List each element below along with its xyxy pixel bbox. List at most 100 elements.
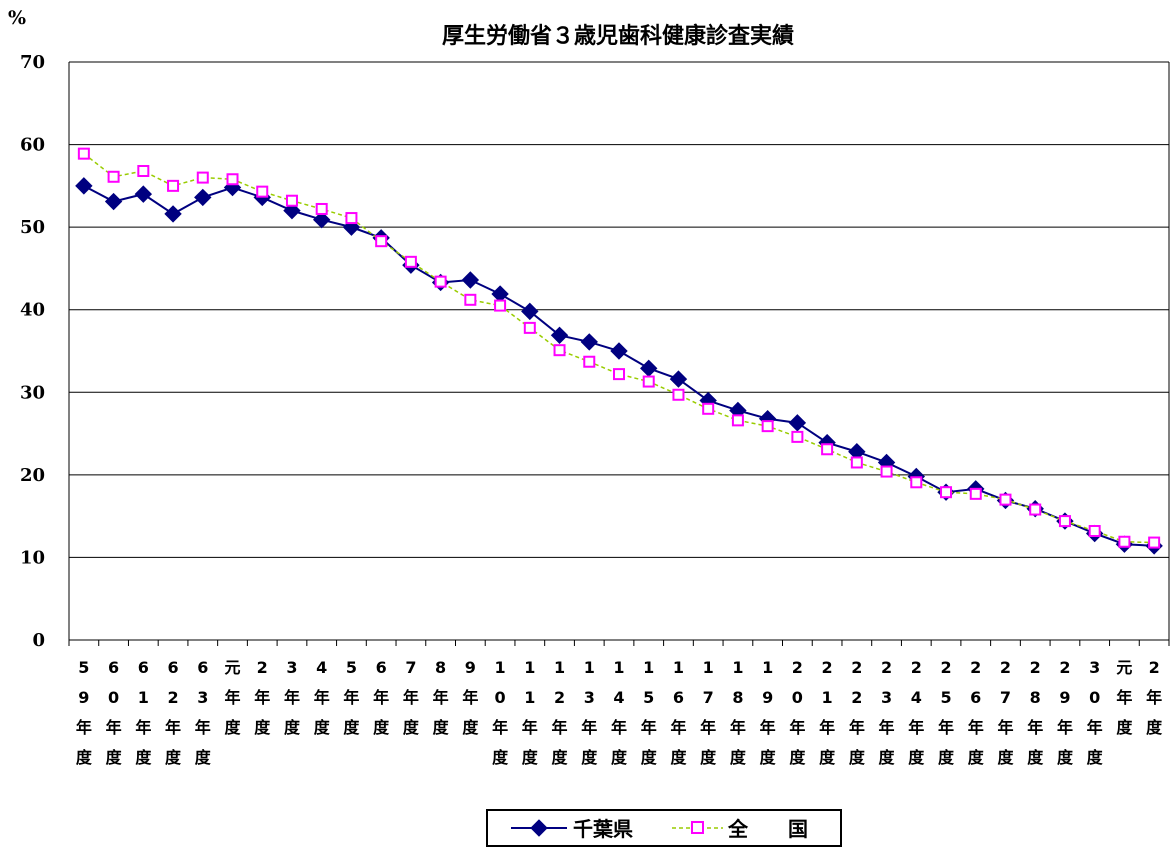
- series-0-point: [550, 326, 569, 345]
- y-axis: 0 10 20 30 40 50 60 70: [20, 52, 1170, 651]
- series-0-point: [104, 192, 123, 211]
- series-1-point: [345, 212, 358, 225]
- series-1-point: [285, 194, 298, 207]
- series-1-point: [1148, 536, 1161, 549]
- x-tick-label: 2 年度: [254, 658, 271, 737]
- x-tick-label: 1 0 年度: [492, 658, 509, 767]
- series-0-point: [521, 302, 539, 321]
- y-tick-label: 0: [32, 630, 45, 651]
- x-tick-label: 2 8 年度: [1027, 658, 1044, 767]
- series-1-point: [404, 255, 417, 268]
- x-tick-label: 3 年度: [284, 658, 301, 737]
- series-1-point: [1118, 535, 1131, 548]
- x-tick-label: 2 3 年度: [879, 658, 896, 767]
- x-tick-label: 2 1 年度: [819, 658, 836, 767]
- y-unit-label: %: [8, 7, 26, 29]
- series-1-point: [1088, 525, 1101, 538]
- series-1-point: [167, 179, 180, 192]
- series-layer: [75, 147, 1163, 555]
- x-tick-label: 6 1 年度: [135, 658, 152, 767]
- y-tick-label: 60: [20, 135, 45, 156]
- y-tick-label: 40: [20, 300, 45, 321]
- series-1-point: [375, 235, 388, 248]
- x-tick-label: 1 6 年度: [670, 658, 687, 767]
- x-tick-label: 2 5 年度: [938, 658, 955, 767]
- series-1-point: [821, 443, 834, 456]
- series-1-point: [583, 355, 596, 368]
- series-1-point: [434, 275, 447, 288]
- series-1-point: [1029, 503, 1042, 516]
- series-0-point: [75, 177, 93, 195]
- x-tick-label: 元年度: [225, 658, 242, 737]
- series-1-point: [523, 321, 536, 334]
- x-tick-label: 2 0 年度: [789, 658, 806, 767]
- series-0-point: [312, 211, 331, 229]
- legend-label-chiba: 千葉県: [573, 817, 633, 841]
- series-0-point: [134, 185, 153, 203]
- x-tick-label: 1 5 年度: [641, 658, 658, 767]
- x-tick-label: 6 2 年度: [165, 658, 182, 767]
- x-tick-label: 1 2 年度: [552, 658, 569, 767]
- legend-marker-national: [691, 821, 704, 834]
- series-0-point: [164, 205, 182, 223]
- x-tick-label: 8 年度: [433, 658, 450, 737]
- series-0-point: [788, 414, 807, 432]
- x-tick-label: 2 2 年度: [849, 658, 866, 767]
- x-tick-label: 2 4 年度: [908, 658, 925, 767]
- series-1-point: [494, 299, 507, 312]
- x-tick-label: 6 年度: [373, 658, 390, 737]
- x-tick-label: 1 3 年度: [581, 658, 598, 767]
- series-1-point: [613, 368, 625, 381]
- series-1-point: [702, 402, 715, 415]
- x-tick-label: 2 7 年度: [997, 658, 1014, 767]
- y-tick-label: 30: [20, 382, 45, 403]
- x-tick-label: 5 年度: [343, 658, 360, 737]
- gridlines: [69, 61, 1169, 641]
- x-tick-label: 2 9 年度: [1057, 658, 1074, 767]
- series-1-point: [761, 420, 774, 433]
- series-1-point: [969, 487, 982, 500]
- y-tick-label: 10: [20, 547, 45, 568]
- series-1-point: [731, 414, 744, 427]
- series-1-point: [256, 185, 269, 198]
- series-1-point: [642, 375, 655, 388]
- series-1-point: [77, 147, 90, 160]
- series-1-point: [910, 476, 923, 489]
- series-1-point: [940, 486, 953, 499]
- series-0-point: [580, 333, 598, 351]
- y-tick-label: 50: [20, 217, 45, 238]
- series-0-point: [610, 342, 628, 360]
- series-0-point: [669, 370, 688, 388]
- series-1-point: [137, 164, 150, 177]
- series-1-point: [791, 430, 804, 443]
- y-tick-label: 20: [20, 465, 45, 486]
- x-tick-label: 5 9 年度: [76, 658, 93, 767]
- series-0-point: [461, 271, 480, 289]
- x-tick-label: 6 0 年度: [106, 658, 123, 767]
- legend-marker-chiba: [530, 819, 548, 837]
- legend-label-national: 全 国: [727, 817, 808, 841]
- series-1-point: [999, 493, 1012, 506]
- x-tick-label: 2 年度: [1146, 658, 1163, 737]
- series-1-point: [850, 456, 863, 469]
- x-tick-label: 2 6 年度: [968, 658, 985, 767]
- series-1-point: [315, 202, 328, 215]
- x-tick-label: 3 0 年度: [1087, 658, 1104, 767]
- x-tick-label: 1 1 年度: [522, 658, 539, 767]
- x-tick-label: 元年度: [1116, 658, 1133, 737]
- x-tick-label: 4 年度: [314, 658, 331, 737]
- series-1-point: [107, 170, 120, 183]
- series-0-point: [194, 188, 212, 207]
- series-1-point: [553, 344, 566, 357]
- legend: 千葉県 全 国: [486, 809, 842, 847]
- series-1-point: [226, 173, 239, 186]
- series-1-point: [1058, 515, 1071, 528]
- series-1-point: [672, 388, 685, 401]
- x-tick-label: 6 3 年度: [195, 658, 212, 767]
- x-tick-label: 9 年度: [462, 658, 479, 737]
- x-tick-label: 1 4 年度: [611, 658, 628, 767]
- x-tick-label: 1 8 年度: [730, 658, 747, 767]
- series-1-point: [196, 171, 209, 184]
